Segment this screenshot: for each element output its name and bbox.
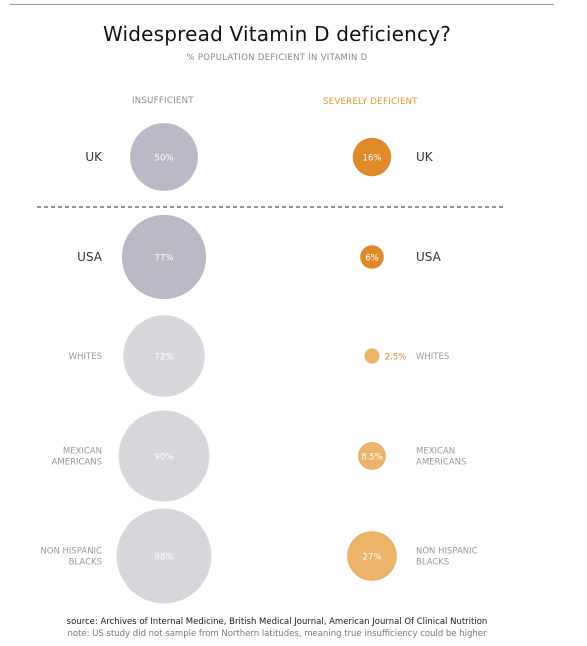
category-label-left: MEXICAN AMERICANS [52,447,102,468]
insufficient-bubble [121,214,207,300]
footnote: note: US study did not sample from North… [67,629,487,639]
insufficient-bubble [116,508,212,604]
column-header-severely-deficient: SEVERELY DEFICIENT [323,97,418,107]
column-header-insufficient: INSUFFICIENT [132,96,194,106]
severe-value-label: 16% [363,154,382,164]
severe-bubble [364,348,380,364]
category-label-right: MEXICAN AMERICANS [416,447,466,468]
severe-bubble [360,245,384,269]
insufficient-value-label: 50% [155,154,174,164]
insufficient-bubble [118,410,210,502]
chart-row: WHITES 72% 2.5% WHITES [69,315,449,397]
insufficient-value-label: 72% [155,353,174,363]
chart-row: UK 50% 16% UK [85,123,434,191]
severe-bubble [352,137,392,177]
category-label-right: UK [416,150,434,164]
insufficient-bubble [123,315,205,397]
top-rule [10,4,554,5]
category-label-right: WHITES [416,352,449,362]
chart-subtitle: % POPULATION DEFICIENT IN VITAMIN D [186,53,368,63]
category-label-left: USA [77,250,103,264]
chart-row: MEXICAN AMERICANS 90% 8.5% MEXICAN AMERICANS [52,410,466,502]
insufficient-bubble [130,123,198,191]
severe-bubble [358,442,386,470]
severe-value-label: 6% [365,254,379,264]
severe-value-label: 2.5% [385,353,407,363]
severe-value-label: 8.5% [361,453,383,463]
category-label-left: WHITES [69,352,102,362]
insufficient-value-label: 77% [155,254,174,264]
category-label-right: NON HISPANIC BLACKS [416,547,478,568]
source-note: source: Archives of Internal Medicine, B… [66,617,488,627]
severe-bubble [347,531,397,581]
insufficient-value-label: 90% [155,453,174,463]
chart-title: Widespread Vitamin D deficiency? [102,22,452,46]
category-label-right: USA [416,250,442,264]
chart-row: USA 77% 6% USA [77,214,442,300]
insufficient-value-label: 98% [155,553,174,563]
chart-row: NON HISPANIC BLACKS 98% 27% NON HISPANIC BLAC… [40,508,478,604]
severe-value-label: 27% [363,553,382,563]
category-label-left: NON HISPANIC BLACKS [40,547,102,568]
category-label-left: UK [85,150,103,164]
